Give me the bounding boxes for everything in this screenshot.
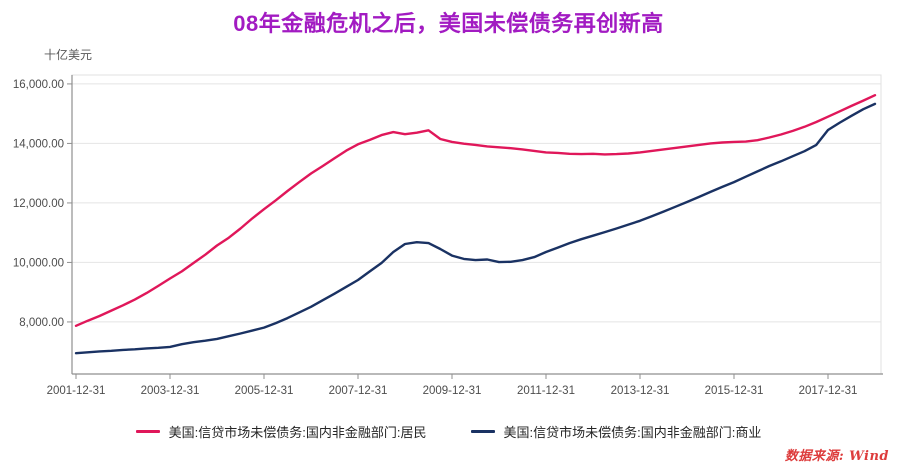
y-tick-label: 10,000.00 [13,257,64,269]
x-tick-labels: 2001-12-31 2003-12-31 2005-12-31 2007-12-31… [47,385,858,397]
page-title: 08年金融危机之后，美国未偿债务再创新高 [233,11,664,36]
y-tick-label: 16,000.00 [13,79,64,91]
x-tick-label: 2013-12-31 [611,385,670,397]
x-tick-label: 2003-12-31 [141,385,200,397]
x-tick-label: 2015-12-31 [705,385,764,397]
legend-label-household: 美国:信贷市场未偿债务:国内非金融部门:居民 [168,425,427,440]
plot-border [71,74,882,375]
y-axis-unit-label: 十亿美元 [44,48,93,62]
legend-item-business: 美国:信贷市场未偿债务:国内非金融部门:商业 [470,422,762,441]
y-tick-label: 14,000.00 [13,138,64,150]
x-tick-label: 2017-12-31 [799,385,858,397]
y-tick-label: 8,000.00 [19,317,64,329]
legend-swatch-business [470,430,495,433]
axis-ticks [67,83,829,379]
x-tick-label: 2007-12-31 [329,385,388,397]
household-line [74,93,877,327]
y-tick-labels: 8,000.00 10,000.00 12,000.00 14,000.00 16,00… [13,79,64,329]
x-tick-label: 2009-12-31 [423,385,482,397]
x-tick-label: 2005-12-31 [235,385,294,397]
business-line [74,102,877,355]
x-tick-label: 2011-12-31 [517,385,575,397]
legend-swatch-household [135,430,160,433]
legend-label-business: 美国:信贷市场未偿债务:国内非金融部门:商业 [503,425,762,440]
x-tick-label: 2001-12-31 [47,385,106,397]
legend-item-household: 美国:信贷市场未偿债务:国内非金融部门:居民 [135,422,427,441]
y-tick-label: 12,000.00 [13,198,64,210]
data-source-note: 数据来源: Wind [784,449,889,464]
chart-legend: 美国:信贷市场未偿债务:国内非金融部门:居民 美国:信贷市场未偿债务:国内非金融部… [0,422,897,441]
gridlines [72,83,881,323]
